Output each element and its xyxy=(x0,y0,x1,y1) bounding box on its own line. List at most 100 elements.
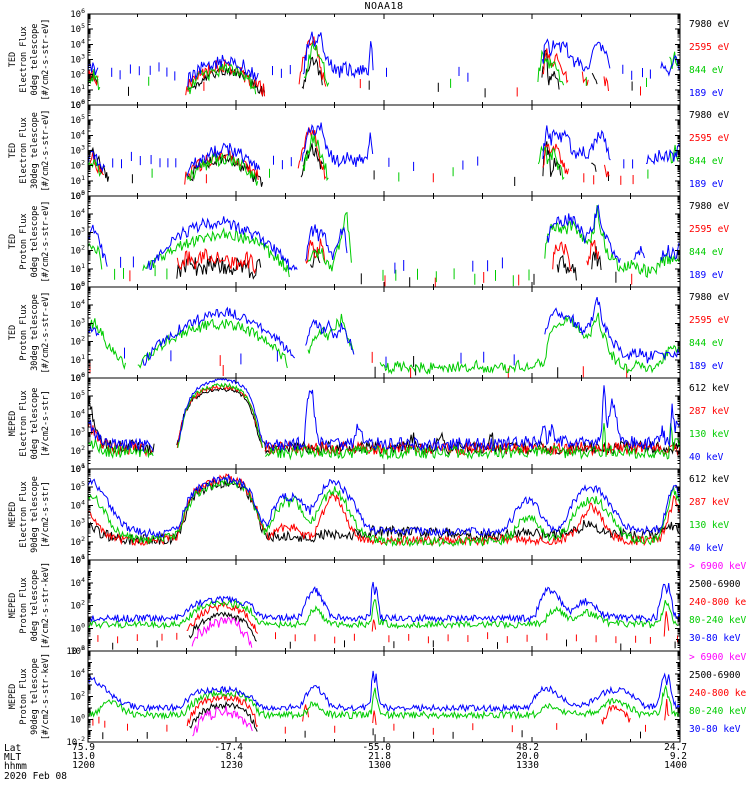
panel-ted-proton-0deg xyxy=(88,204,680,287)
series-ted-electron-0deg xyxy=(88,41,680,95)
series-ted-electron-30deg xyxy=(88,141,609,187)
axis-label-line: 0deg telescope xyxy=(30,569,40,642)
y-tick-label: 101 xyxy=(70,353,85,366)
legend-entry: 189 eV xyxy=(689,361,724,372)
axis-row-label: hhmm xyxy=(4,761,27,772)
date-label: 2020 Feb 08 xyxy=(4,771,67,782)
series-ted-proton-30deg xyxy=(374,356,559,378)
axis-tick-lat: 75.9 xyxy=(72,742,95,753)
axis-label-line: [#/cm2-s-str-keV] xyxy=(41,562,51,649)
y-tick-label: 102 xyxy=(70,159,85,172)
axis-tick-mlt: 21.8 xyxy=(368,751,391,762)
legend-entry: 2595 eV xyxy=(689,224,730,235)
axis-label-line: Proton Flux xyxy=(19,577,29,634)
axis-label-line: [#/cm2-s-str-eV] xyxy=(41,18,51,101)
series-ted-proton-30deg xyxy=(88,296,680,368)
panel-axes-meped-proton-90deg xyxy=(87,650,681,743)
series-ted-proton-0deg xyxy=(88,204,680,287)
axis-label-line: Electron Flux xyxy=(19,117,29,184)
legend-entry: 2500-6900 xyxy=(689,670,741,681)
legend-entry: 7980 eV xyxy=(689,201,730,212)
series-ted-electron-30deg xyxy=(88,134,680,186)
legend-entry: 240-800 ke xyxy=(689,597,747,608)
legend-entry: 30-80 keV xyxy=(689,724,741,735)
legend-entry: 80-240 keV xyxy=(689,706,747,717)
axis-tick-column: -17.4 8.4 1230 xyxy=(187,742,243,771)
y-tick-label: 105 xyxy=(70,280,85,293)
y-tick-label: 102 xyxy=(70,690,85,703)
axis-label-line: 0deg telescope xyxy=(30,205,40,278)
y-tick-label: 100 xyxy=(70,621,85,634)
y-tick-label: 105 xyxy=(70,389,85,402)
y-tick-label: 100 xyxy=(70,371,85,384)
series-ted-proton-0deg xyxy=(129,238,633,287)
legend-entry: 7980 eV xyxy=(689,292,730,303)
series-ted-electron-30deg xyxy=(88,122,680,177)
axis-tick-column: 48.2 20.0 1330 xyxy=(483,743,539,771)
y-tick-label: 102 xyxy=(70,599,85,612)
series-meped-proton-0deg xyxy=(88,599,680,630)
series-meped-proton-90deg xyxy=(88,670,680,713)
legend-entry: 844 eV xyxy=(689,338,724,349)
axis-label-line: TED xyxy=(8,233,18,250)
panel-left-label-meped-electron-90deg: MEPED Electron Flux 90deg telescope [#/cm2-… xyxy=(2,469,58,560)
axis-tick-mlt: 8.4 xyxy=(225,751,243,762)
series-meped-proton-90deg xyxy=(88,684,680,721)
series-meped-electron-0deg xyxy=(88,385,680,452)
axis-tick-column: -55.0 21.8 1300 xyxy=(335,743,391,771)
legend-entry: 189 eV xyxy=(689,270,724,281)
y-tick-label: 101 xyxy=(70,553,85,566)
y-tick-label: 104 xyxy=(70,298,85,311)
legend-entry: 2595 eV xyxy=(689,133,730,144)
legend-entry: 189 eV xyxy=(689,179,724,190)
axis-tick-lat: -17.4 xyxy=(214,742,243,753)
y-tick-label: 102 xyxy=(70,335,85,348)
axis-tick-mlt: 9.2 xyxy=(669,751,687,762)
axis-label-line: [#/cm2-s-str] xyxy=(41,481,51,548)
panel-left-label-meped-proton-0deg: MEPED Proton Flux 0deg telescope [#/cm2-s-s… xyxy=(2,560,58,651)
y-tick-label: 10-2 xyxy=(66,735,85,748)
legend-entry: 2500-6900 xyxy=(689,579,741,590)
series-meped-electron-90deg xyxy=(88,473,680,539)
y-tick-label: 104 xyxy=(70,498,85,511)
series-meped-electron-0deg xyxy=(177,378,264,443)
axis-label-line: Electron Flux xyxy=(19,26,29,93)
series-ted-electron-0deg xyxy=(88,49,633,98)
axis-label-line: 0deg telescope xyxy=(30,23,40,96)
axis-tick-hhmm: 1230 xyxy=(220,760,243,771)
y-tick-label: 104 xyxy=(70,207,85,220)
axis-label-line: 30deg telescope xyxy=(30,112,40,189)
legend-entry: 612 keV xyxy=(689,383,730,394)
y-tick-label: 104 xyxy=(70,576,85,589)
legend-entry: > 6900 keV xyxy=(689,561,747,572)
axis-row-label: Lat xyxy=(4,743,22,754)
series-ted-electron-0deg xyxy=(88,36,641,97)
axis-label-line: MEPED xyxy=(8,501,18,528)
axis-label-line: 0deg telescope xyxy=(30,387,40,460)
axis-label-line: MEPED xyxy=(8,410,18,437)
series-meped-proton-0deg xyxy=(88,581,680,624)
axis-label-line: [#/cm2-s-str-eV] xyxy=(41,109,51,192)
axis-label-line: 90deg telescope xyxy=(30,658,40,735)
panel-meped-proton-0deg xyxy=(88,581,680,651)
axis-tick-lat: 24.7 xyxy=(664,742,687,753)
panel-left-label-meped-electron-0deg: MEPED Electron Flux 0deg telescope [#/cm2-s… xyxy=(2,378,58,469)
panel-axes-ted-electron-30deg xyxy=(87,104,681,197)
y-tick-label: 105 xyxy=(70,480,85,493)
y-tick-label: 106 xyxy=(70,644,85,657)
legend-entry: 130 keV xyxy=(689,520,730,531)
axis-label-line: TED xyxy=(8,324,18,341)
series-meped-proton-0deg xyxy=(97,601,678,644)
series-ted-proton-0deg xyxy=(88,204,680,274)
axis-label-line: Proton Flux xyxy=(19,213,29,270)
panel-left-label-ted-proton-0deg: TED Proton Flux 0deg telescope [#/cm2-s-str… xyxy=(2,196,58,287)
legend-entry: 240-800 ke xyxy=(689,688,747,699)
y-tick-label: 103 xyxy=(70,517,85,530)
y-tick-label: 100 xyxy=(70,189,85,202)
axis-tick-hhmm: 1330 xyxy=(516,760,539,771)
legend-entry: 80-240 keV xyxy=(689,615,747,626)
y-tick-label: 102 xyxy=(70,444,85,457)
y-tick-label: 103 xyxy=(70,144,85,157)
y-tick-label: 106 xyxy=(70,462,85,475)
legend-entry: 30-80 keV xyxy=(689,633,741,644)
